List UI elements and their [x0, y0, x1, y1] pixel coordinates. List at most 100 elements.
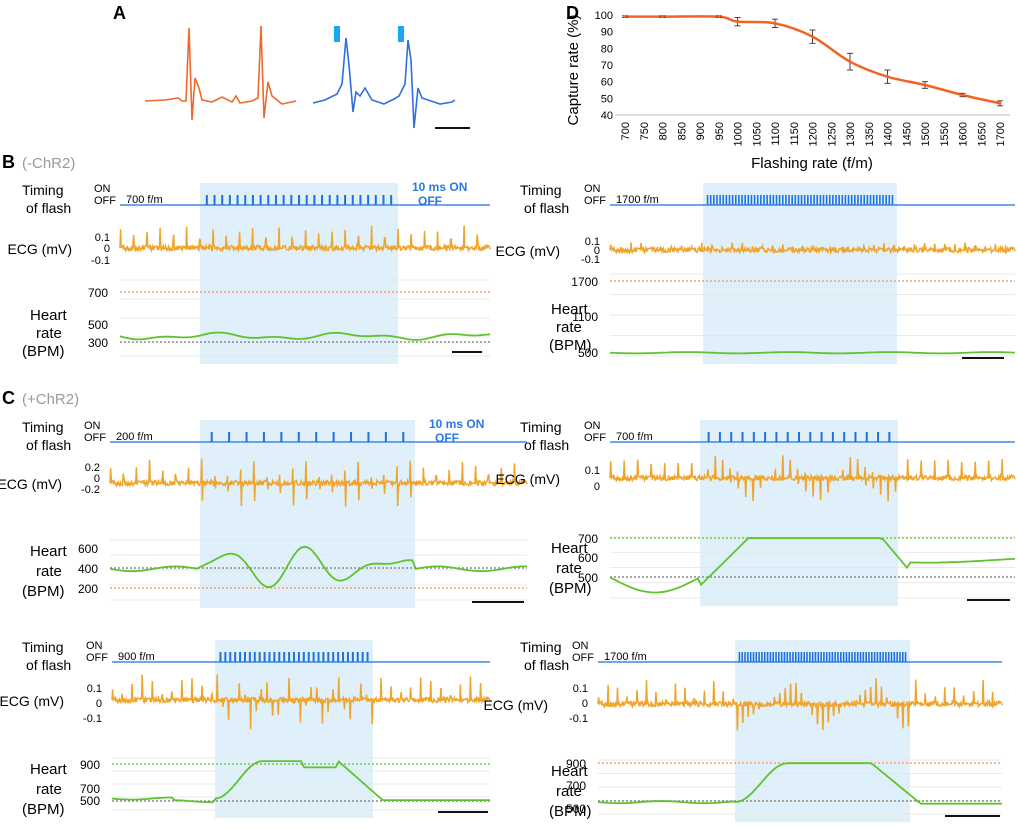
chart-x-tick-label: 850: [676, 122, 688, 140]
pulse-on-label: 10 ms ON: [412, 180, 467, 194]
data-point: [717, 15, 721, 19]
flash-marker-1: [334, 26, 340, 42]
hr-tick-label: 500: [88, 318, 108, 332]
data-point: [923, 83, 927, 87]
flash-rate-label: 200 f/m: [116, 431, 153, 443]
ecg-label: ECG (mV): [7, 241, 72, 257]
chart-y-tick-label: 90: [601, 27, 613, 39]
chart-x-tick-label: 1700: [995, 122, 1007, 146]
timing-label: Timing: [520, 182, 562, 198]
ecg-tick-label: -0.2: [81, 484, 100, 496]
chart-y-tick-label: 50: [601, 93, 613, 105]
hr-label: rate: [556, 783, 582, 800]
hr-tick-label: 500: [578, 346, 598, 360]
ecg-tick-label: 0: [582, 698, 588, 710]
stimulation-window: [703, 183, 897, 364]
chart-x-tick-label: 1250: [826, 122, 838, 146]
hr-label: rate: [36, 325, 62, 342]
heart-rate-trace: [111, 760, 490, 804]
off-label: OFF: [86, 652, 108, 664]
ecg-tick-label: 0: [104, 243, 110, 255]
chart-x-axis-label: Flashing rate (f/m): [751, 155, 873, 172]
hr-label: (BPM): [549, 337, 592, 354]
off-label: OFF: [572, 652, 594, 664]
hr-tick-label: 400: [78, 562, 98, 576]
hr-tick-label: 700: [80, 782, 100, 796]
chart-x-tick-label: 1150: [789, 122, 801, 146]
on-label: ON: [572, 640, 589, 652]
hr-tick-label: 200: [78, 582, 98, 596]
ecg-tick-label: -0.1: [83, 713, 102, 725]
ecg-label: ECG (mV): [495, 471, 560, 487]
chart-x-tick-label: 1450: [901, 122, 913, 146]
off-label: OFF: [84, 432, 106, 444]
panel-b-note: (-ChR2): [22, 155, 75, 172]
ecg-tick-label: -0.1: [569, 713, 588, 725]
panel-letter-d: D: [566, 3, 579, 23]
data-point: [961, 93, 964, 97]
on-label: ON: [84, 420, 101, 432]
ecg-trace: [597, 678, 1003, 731]
chart-marks: [622, 15, 1003, 107]
chart-x-tick-label: 1200: [808, 122, 820, 146]
ecg-tick-label: 0.1: [87, 683, 102, 695]
orange-ecg-trace: [144, 25, 297, 121]
off-label: OFF: [94, 195, 116, 207]
blue-ecg-trace: [312, 37, 456, 129]
flash-marker-2: [398, 26, 404, 42]
panel-letter-c: C: [2, 388, 15, 408]
timing-label: Timing: [22, 182, 64, 198]
capture-rate-chart: Capture rate (%) Flashing rate (f/m) 100…: [565, 10, 1010, 172]
data-point: [811, 35, 814, 39]
chart-x-tick-label: 1100: [770, 122, 782, 146]
stimulation-window: [735, 640, 910, 822]
on-label: ON: [584, 183, 601, 195]
pulse-on-label: 10 ms ON: [429, 417, 484, 431]
ecg-trace: [119, 225, 491, 254]
hr-label: Heart: [30, 307, 68, 324]
hr-tick-label: 300: [88, 336, 108, 350]
ecg-tick-label: 0: [594, 481, 600, 493]
hr-label: Heart: [30, 543, 68, 560]
hr-tick-label: 700: [578, 532, 598, 546]
ecg-tick-label: 0.1: [95, 232, 110, 244]
timing-label: of flash: [26, 657, 71, 673]
timing-label: Timing: [22, 419, 64, 435]
panel-letter-a: A: [113, 3, 126, 23]
on-label: ON: [94, 183, 111, 195]
chart-x-tick-label: 1050: [751, 122, 763, 146]
hr-label: Heart: [551, 540, 589, 557]
ecg-trace: [609, 242, 1016, 256]
hr-tick-label: 700: [566, 779, 586, 793]
ecg-tick-label: -0.1: [581, 254, 600, 266]
hr-label: rate: [36, 781, 62, 798]
panel-letter-b: B: [2, 152, 15, 172]
hr-tick-label: 900: [566, 757, 586, 771]
hr-label: Heart: [30, 761, 68, 778]
ecg-trace: [111, 674, 491, 730]
hr-tick-label: 700: [88, 286, 108, 300]
data-point: [848, 60, 852, 64]
timing-label: Timing: [520, 419, 562, 435]
stimulation-window: [200, 420, 415, 608]
ecg-tick-label: 0: [594, 245, 600, 257]
hr-label: rate: [556, 560, 582, 577]
flash-rate-label: 1700 f/m: [604, 651, 647, 663]
on-label: ON: [584, 420, 601, 432]
hr-tick-label: 500: [566, 802, 586, 816]
ecg-tick-label: 0: [96, 698, 102, 710]
chart-x-tick-label: 750: [639, 122, 651, 140]
hr-tick-label: 600: [78, 542, 98, 556]
chart-x-tick-label: 900: [695, 122, 707, 140]
chart-axes: 100 90 80 70 60 50 40 700 750 800 850 900 950 1000 105…: [595, 10, 1010, 146]
data-point: [886, 75, 889, 79]
ecg-trace: [609, 455, 1016, 502]
ecg-tick-label: 0.1: [585, 465, 600, 477]
data-point: [623, 15, 627, 19]
